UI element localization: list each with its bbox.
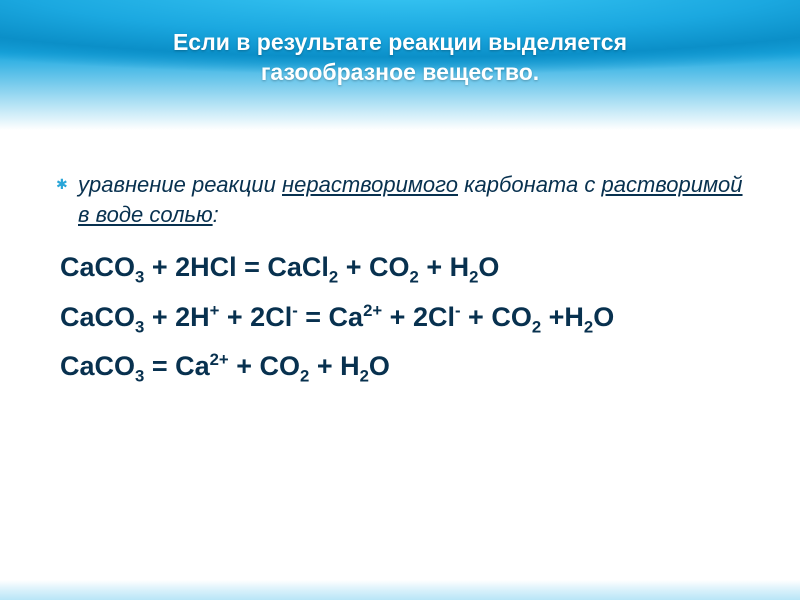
title-line2: газообразное вещество. — [261, 59, 539, 85]
slide-title: Если в результате реакции выделяется газ… — [0, 28, 800, 88]
equation-1: CaCO3 + 2HCl = CaCl2 + CO2 + H2O — [60, 247, 750, 290]
intro-mid: карбоната с — [458, 172, 601, 197]
slide-content: уравнение реакции нерастворимого карбона… — [0, 130, 800, 415]
title-line1: Если в результате реакции выделяется — [173, 29, 627, 55]
intro-underline1: нерастворимого — [282, 172, 458, 197]
equation-3: CaCO3 = Ca2+ + CO2 + H2O — [60, 346, 750, 389]
intro-suffix: : — [213, 202, 219, 227]
intro-text: уравнение реакции нерастворимого карбона… — [60, 170, 750, 229]
slide-footer-gradient — [0, 580, 800, 600]
intro-prefix: уравнение реакции — [78, 172, 282, 197]
slide-header: Если в результате реакции выделяется газ… — [0, 0, 800, 130]
equation-2: CaCO3 + 2H+ + 2Cl- = Ca2+ + 2Cl- + CO2 +… — [60, 297, 750, 340]
